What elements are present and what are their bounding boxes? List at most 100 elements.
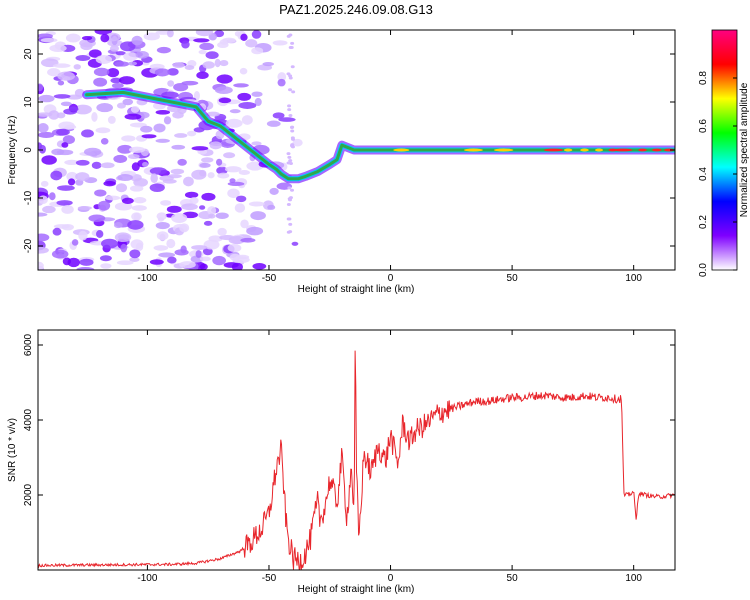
noise-blob <box>53 94 71 99</box>
noise-blob <box>40 37 58 43</box>
noise-blob <box>76 267 95 270</box>
x-tick-label: 50 <box>507 273 519 284</box>
noise-blob <box>66 94 83 100</box>
noise-blob <box>251 30 262 39</box>
noise-blob <box>94 189 107 197</box>
noise-blob <box>75 159 90 166</box>
noise-blob <box>216 158 223 166</box>
noise-blob <box>106 67 120 78</box>
noise-blob <box>177 158 187 166</box>
noise-blob <box>121 135 136 142</box>
noise-blob <box>149 259 164 265</box>
noise-blob <box>266 120 281 127</box>
noise-blob <box>38 212 48 217</box>
noise-blob <box>184 65 195 70</box>
noise-blob <box>56 149 74 156</box>
noise-blob <box>38 131 55 139</box>
noise-blob <box>286 152 291 156</box>
noise-blob <box>203 220 213 226</box>
noise-blob <box>38 83 44 92</box>
noise-blob <box>38 246 49 254</box>
noise-blob <box>206 111 220 117</box>
noise-blob <box>215 212 229 219</box>
noise-blob <box>167 256 177 264</box>
noise-blob <box>290 65 295 69</box>
noise-blob <box>251 141 262 146</box>
noise-blob <box>51 249 69 259</box>
noise-blob <box>100 33 110 43</box>
noise-blob <box>118 76 135 85</box>
colorbar-gradient <box>712 30 737 270</box>
noise-blob <box>269 187 279 195</box>
noise-blob <box>218 97 232 104</box>
noise-blob <box>128 146 146 153</box>
noise-blob <box>114 232 132 243</box>
snr-y-label: SNR (10 * v/v) <box>7 418 18 482</box>
noise-blob <box>290 188 295 192</box>
noise-blob <box>91 112 98 122</box>
noise-blob <box>238 169 251 175</box>
noise-blob <box>120 41 136 52</box>
noise-blob <box>207 206 217 216</box>
noise-blob <box>288 33 293 37</box>
noise-blob <box>205 51 219 60</box>
y-tick-label: -20 <box>23 238 34 253</box>
noise-blob <box>110 77 122 84</box>
noise-blob <box>196 71 209 80</box>
noise-blob <box>91 161 102 169</box>
noise-blob <box>114 61 130 67</box>
noise-blob <box>292 138 303 147</box>
y-tick-label: -10 <box>23 190 34 205</box>
noise-blob <box>251 47 264 55</box>
noise-blob <box>120 243 128 253</box>
noise-blob <box>56 128 70 136</box>
noise-blob <box>166 205 182 213</box>
noise-blob <box>201 192 216 201</box>
x-tick-label: -100 <box>137 573 157 584</box>
noise-blob <box>199 205 206 210</box>
noise-blob <box>38 33 53 39</box>
noise-blob <box>127 220 144 230</box>
noise-blob <box>53 63 71 68</box>
noise-blob <box>262 61 275 67</box>
noise-blob <box>189 197 199 205</box>
ridge-peak <box>580 148 589 152</box>
noise-blob <box>38 123 49 133</box>
noise-blob <box>95 54 113 64</box>
noise-blob <box>252 263 267 270</box>
noise-blob <box>104 195 121 201</box>
noise-blob <box>100 162 115 169</box>
noise-blob <box>289 45 294 49</box>
x-tick-label: 0 <box>388 273 394 284</box>
noise-blob <box>207 172 215 179</box>
noise-blob <box>48 192 56 201</box>
noise-blob <box>127 153 140 160</box>
noise-blob <box>239 67 248 75</box>
noise-blob <box>156 46 171 54</box>
noise-blob <box>88 49 102 58</box>
noise-blob <box>288 76 293 80</box>
noise-blob <box>287 155 292 159</box>
noise-blob <box>229 109 241 114</box>
colorbar-tick-label: 0.0 <box>698 263 709 277</box>
noise-blob <box>61 142 69 148</box>
noise-blob <box>290 145 295 149</box>
noise-blob <box>56 185 75 191</box>
noise-blob <box>124 113 142 120</box>
noise-blob <box>290 129 295 133</box>
y-tick-label: 4000 <box>23 408 34 431</box>
colorbar-tick-label: 0.4 <box>698 167 709 181</box>
noise-blob <box>153 245 169 251</box>
noise-blob <box>250 211 266 221</box>
noise-blob <box>140 125 153 133</box>
ridge-peak <box>664 148 675 152</box>
noise-blob <box>171 144 186 150</box>
noise-blob <box>56 200 73 206</box>
noise-blob <box>208 213 216 219</box>
noise-blob <box>73 64 81 70</box>
noise-blob <box>38 94 55 103</box>
noise-blob <box>133 197 147 204</box>
ridge-peak <box>543 148 564 152</box>
noise-blob <box>117 144 133 154</box>
noise-blob <box>81 36 93 41</box>
